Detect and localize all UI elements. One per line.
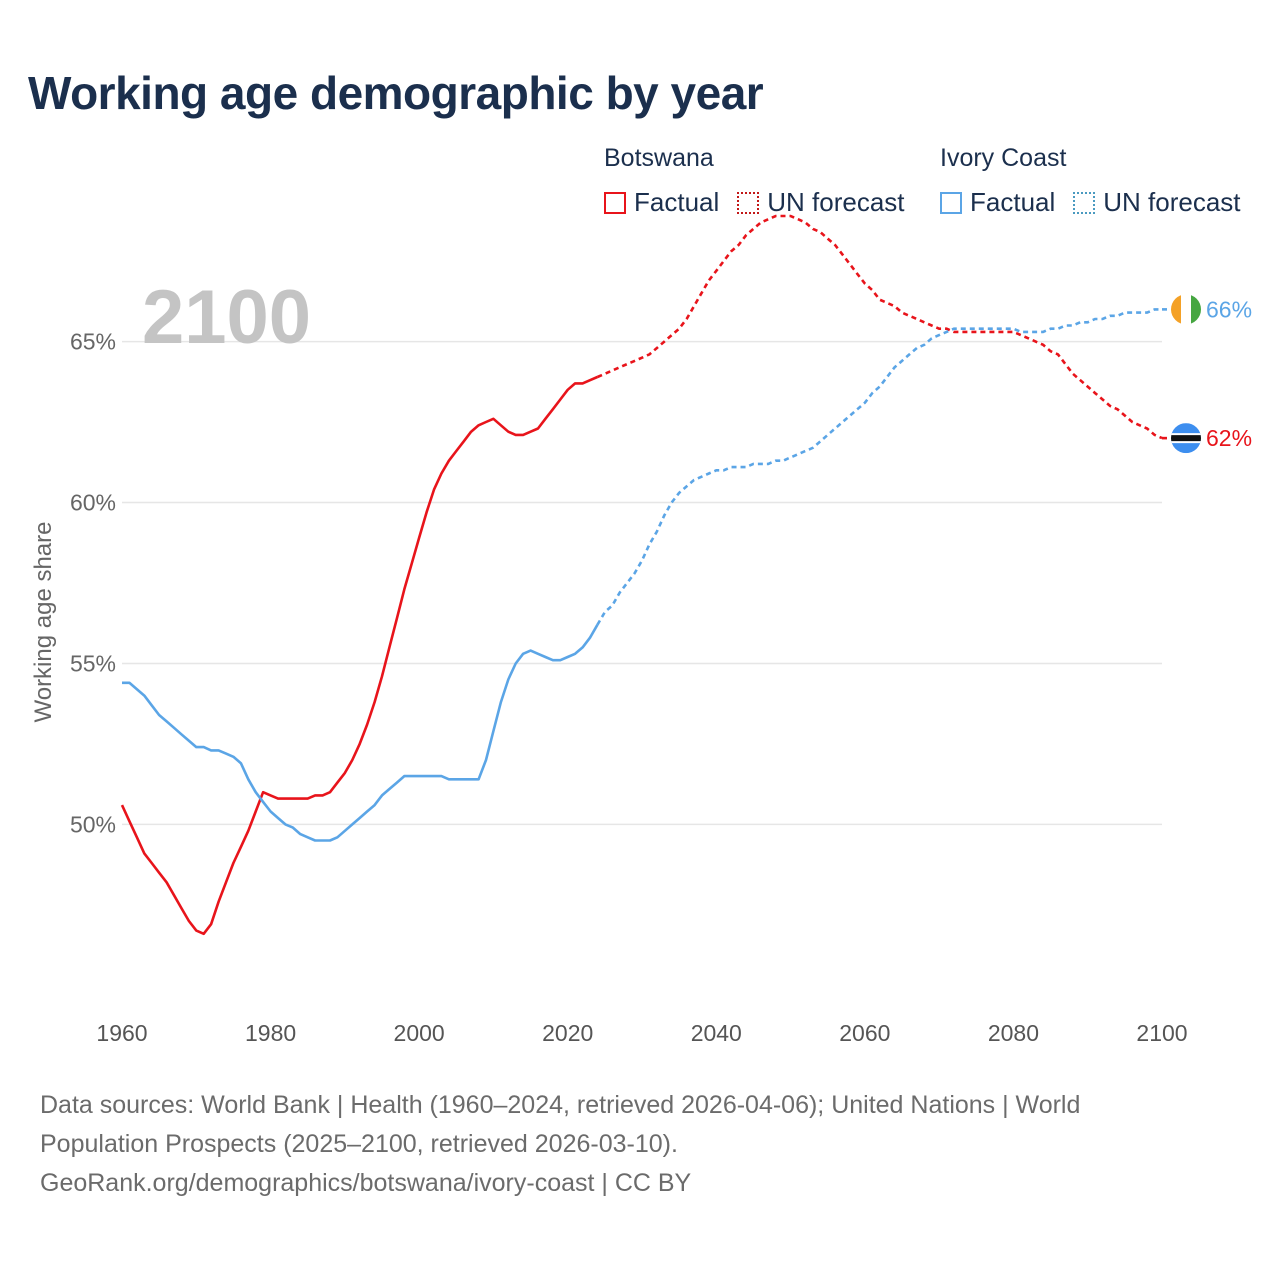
x-tick-label: 2080 [988, 1020, 1039, 1046]
series-line-botswana-factual[interactable] [120, 375, 598, 936]
x-axis-ticks: 1960 1980 2000 2020 2040 2060 2080 2100 [96, 1020, 1187, 1046]
series-line-ivory-coast-forecast[interactable] [596, 308, 1162, 626]
end-value-label-botswana: 62% [1206, 425, 1252, 451]
footer-line-2: Population Prospects (2025–2100, retriev… [40, 1130, 678, 1158]
y-tick-label: 60% [70, 490, 116, 516]
gridlines [122, 340, 1162, 826]
legend-botswana-forecast[interactable]: UN forecast [737, 187, 905, 218]
x-tick-label: 2000 [394, 1020, 445, 1046]
ivory-coast-flag-icon [1171, 294, 1201, 325]
x-tick-label: 2100 [1136, 1020, 1187, 1046]
series-lines [120, 214, 1163, 936]
y-tick-label: 55% [70, 650, 116, 676]
footer-line-3[interactable]: GeoRank.org/demographics/botswana/ivory-… [40, 1169, 692, 1197]
x-tick-label: 1980 [245, 1020, 296, 1046]
legend-label: Factual [634, 187, 720, 217]
legend-label: UN forecast [1103, 187, 1241, 217]
y-axis-label: Working age share [30, 522, 57, 723]
legend-label: UN forecast [767, 187, 905, 217]
legend-ivory-coast-factual[interactable]: Factual [940, 187, 1055, 218]
x-tick-label: 2020 [542, 1020, 593, 1046]
x-tick-label: 2040 [691, 1020, 742, 1046]
legend-group-botswana: Botswana Factual UN forecast [604, 144, 923, 218]
series-line-ivory-coast-factual[interactable] [122, 624, 599, 842]
y-axis-ticks: 50% 55% 60% 65% [70, 329, 116, 838]
footer-sources: Data sources: World Bank | Health (1960–… [40, 1086, 1220, 1203]
end-value-label-ivory-coast: 66% [1206, 296, 1252, 322]
x-tick-label: 2060 [839, 1020, 890, 1046]
legend-ivory-coast-forecast[interactable]: UN forecast [1073, 187, 1241, 218]
footer-line-1: Data sources: World Bank | Health (1960–… [40, 1091, 1081, 1119]
chart-title: Working age demographic by year [28, 67, 764, 119]
y-tick-label: 65% [70, 329, 116, 355]
y-tick-label: 50% [70, 811, 116, 837]
line-chart: 2100 50% 55% 60% 65% 1960 1980 2000 2020 2040 20… [30, 214, 1252, 1046]
x-tick-label: 1960 [96, 1020, 147, 1046]
legend-solid-swatch-botswana [604, 191, 626, 214]
legend-botswana-factual[interactable]: Factual [604, 187, 719, 218]
legend-dotted-swatch-ivory-coast [1073, 191, 1096, 214]
botswana-flag-icon [1171, 423, 1201, 454]
legend-country-ivory-coast: Ivory Coast [940, 144, 1067, 172]
legend-group-ivory-coast: Ivory Coast Factual UN forecast [940, 144, 1241, 218]
end-markers: 62% 66% [1162, 294, 1252, 454]
year-watermark: 2100 [142, 275, 311, 360]
legend-dotted-swatch-botswana [737, 191, 760, 214]
legend-label: Factual [970, 187, 1056, 217]
legend-solid-swatch-ivory-coast [940, 191, 962, 214]
legend-country-botswana: Botswana [604, 144, 714, 172]
series-line-botswana-forecast[interactable] [596, 214, 1163, 440]
